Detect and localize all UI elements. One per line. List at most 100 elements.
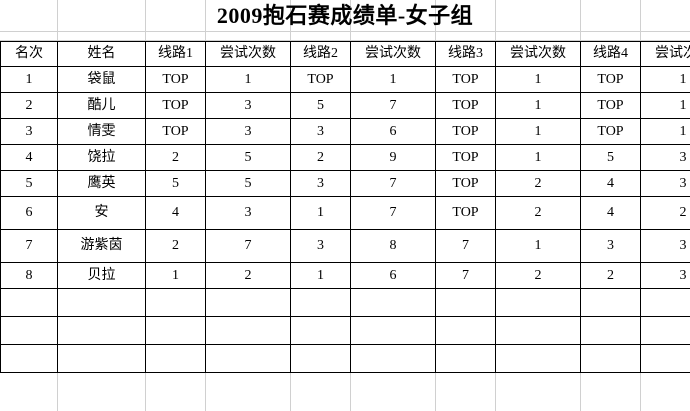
cell-attempts2[interactable]: 6 bbox=[350, 262, 436, 289]
cell-empty[interactable] bbox=[350, 316, 436, 345]
cell-empty[interactable] bbox=[495, 316, 581, 345]
cell-attempts2[interactable]: 6 bbox=[350, 118, 436, 145]
cell-attempts4[interactable]: 1 bbox=[640, 66, 690, 93]
cell-empty[interactable] bbox=[640, 344, 690, 373]
cell-route2[interactable]: 3 bbox=[290, 229, 351, 263]
cell-name[interactable]: 袋鼠 bbox=[57, 66, 146, 93]
cell-attempts1[interactable]: 3 bbox=[205, 118, 291, 145]
cell-route1[interactable]: 2 bbox=[145, 144, 206, 171]
cell-route1[interactable]: 2 bbox=[145, 229, 206, 263]
cell-route1[interactable]: TOP bbox=[145, 92, 206, 119]
cell-name[interactable]: 鹰英 bbox=[57, 170, 146, 197]
cell-empty[interactable] bbox=[580, 316, 641, 345]
cell-rank[interactable]: 3 bbox=[0, 118, 58, 145]
cell-route4[interactable]: 3 bbox=[580, 229, 641, 263]
column-header-attempts3[interactable]: 尝试次数 bbox=[495, 41, 581, 67]
cell-attempts1[interactable]: 5 bbox=[205, 170, 291, 197]
cell-route4[interactable]: 2 bbox=[580, 262, 641, 289]
cell-route2[interactable]: 5 bbox=[290, 92, 351, 119]
cell-route4[interactable]: 5 bbox=[580, 144, 641, 171]
cell-empty[interactable] bbox=[580, 288, 641, 317]
cell-name[interactable]: 情雯 bbox=[57, 118, 146, 145]
cell-rank[interactable]: 4 bbox=[0, 144, 58, 171]
cell-empty[interactable] bbox=[205, 344, 291, 373]
column-header-attempts2[interactable]: 尝试次数 bbox=[350, 41, 436, 67]
cell-empty[interactable] bbox=[145, 316, 206, 345]
cell-route3[interactable]: 7 bbox=[435, 262, 496, 289]
cell-route3[interactable]: TOP bbox=[435, 170, 496, 197]
cell-attempts3[interactable]: 2 bbox=[495, 170, 581, 197]
cell-attempts3[interactable]: 1 bbox=[495, 66, 581, 93]
cell-empty[interactable] bbox=[495, 288, 581, 317]
cell-attempts2[interactable]: 7 bbox=[350, 92, 436, 119]
cell-attempts1[interactable]: 2 bbox=[205, 262, 291, 289]
cell-name[interactable]: 饶拉 bbox=[57, 144, 146, 171]
cell-empty[interactable] bbox=[290, 288, 351, 317]
cell-attempts4[interactable]: 3 bbox=[640, 170, 690, 197]
column-header-route4[interactable]: 线路4 bbox=[580, 41, 641, 67]
cell-attempts1[interactable]: 1 bbox=[205, 66, 291, 93]
cell-route2[interactable]: 1 bbox=[290, 196, 351, 230]
cell-attempts2[interactable]: 9 bbox=[350, 144, 436, 171]
cell-empty[interactable] bbox=[290, 344, 351, 373]
cell-attempts1[interactable]: 3 bbox=[205, 92, 291, 119]
cell-route4[interactable]: 4 bbox=[580, 170, 641, 197]
cell-route4[interactable]: TOP bbox=[580, 118, 641, 145]
cell-empty[interactable] bbox=[435, 288, 496, 317]
column-header-attempts1[interactable]: 尝试次数 bbox=[205, 41, 291, 67]
cell-empty[interactable] bbox=[580, 344, 641, 373]
cell-empty[interactable] bbox=[435, 344, 496, 373]
cell-rank[interactable]: 2 bbox=[0, 92, 58, 119]
cell-empty[interactable] bbox=[290, 316, 351, 345]
cell-empty[interactable] bbox=[57, 316, 146, 345]
cell-empty[interactable] bbox=[145, 288, 206, 317]
column-header-attempts4[interactable]: 尝试次数 bbox=[640, 41, 690, 67]
cell-route3[interactable]: TOP bbox=[435, 66, 496, 93]
cell-empty[interactable] bbox=[0, 288, 58, 317]
cell-attempts4[interactable]: 3 bbox=[640, 144, 690, 171]
cell-route2[interactable]: 3 bbox=[290, 170, 351, 197]
cell-empty[interactable] bbox=[350, 288, 436, 317]
cell-route2[interactable]: 2 bbox=[290, 144, 351, 171]
cell-route3[interactable]: TOP bbox=[435, 92, 496, 119]
cell-rank[interactable]: 1 bbox=[0, 66, 58, 93]
cell-attempts2[interactable]: 1 bbox=[350, 66, 436, 93]
cell-empty[interactable] bbox=[0, 344, 58, 373]
cell-route4[interactable]: 4 bbox=[580, 196, 641, 230]
cell-route1[interactable]: 1 bbox=[145, 262, 206, 289]
cell-attempts4[interactable]: 3 bbox=[640, 229, 690, 263]
cell-rank[interactable]: 5 bbox=[0, 170, 58, 197]
cell-attempts2[interactable]: 7 bbox=[350, 196, 436, 230]
cell-name[interactable]: 安 bbox=[57, 196, 146, 230]
cell-rank[interactable]: 7 bbox=[0, 229, 58, 263]
cell-empty[interactable] bbox=[57, 344, 146, 373]
column-header-route3[interactable]: 线路3 bbox=[435, 41, 496, 67]
cell-name[interactable]: 贝拉 bbox=[57, 262, 146, 289]
cell-route2[interactable]: 1 bbox=[290, 262, 351, 289]
cell-attempts2[interactable]: 8 bbox=[350, 229, 436, 263]
cell-attempts4[interactable]: 1 bbox=[640, 118, 690, 145]
cell-attempts1[interactable]: 3 bbox=[205, 196, 291, 230]
cell-attempts3[interactable]: 1 bbox=[495, 229, 581, 263]
cell-name[interactable]: 游紫茵 bbox=[57, 229, 146, 263]
cell-empty[interactable] bbox=[205, 288, 291, 317]
cell-route1[interactable]: 5 bbox=[145, 170, 206, 197]
cell-empty[interactable] bbox=[57, 288, 146, 317]
cell-attempts4[interactable]: 1 bbox=[640, 92, 690, 119]
cell-attempts3[interactable]: 2 bbox=[495, 196, 581, 230]
cell-attempts3[interactable]: 1 bbox=[495, 92, 581, 119]
cell-route3[interactable]: 7 bbox=[435, 229, 496, 263]
cell-attempts3[interactable]: 1 bbox=[495, 144, 581, 171]
cell-empty[interactable] bbox=[205, 316, 291, 345]
cell-route4[interactable]: TOP bbox=[580, 66, 641, 93]
cell-attempts2[interactable]: 7 bbox=[350, 170, 436, 197]
cell-attempts1[interactable]: 7 bbox=[205, 229, 291, 263]
cell-empty[interactable] bbox=[0, 316, 58, 345]
cell-empty[interactable] bbox=[350, 344, 436, 373]
cell-route4[interactable]: TOP bbox=[580, 92, 641, 119]
cell-route1[interactable]: TOP bbox=[145, 66, 206, 93]
cell-route3[interactable]: TOP bbox=[435, 118, 496, 145]
cell-attempts4[interactable]: 2 bbox=[640, 196, 690, 230]
cell-route2[interactable]: TOP bbox=[290, 66, 351, 93]
cell-name[interactable]: 酷儿 bbox=[57, 92, 146, 119]
